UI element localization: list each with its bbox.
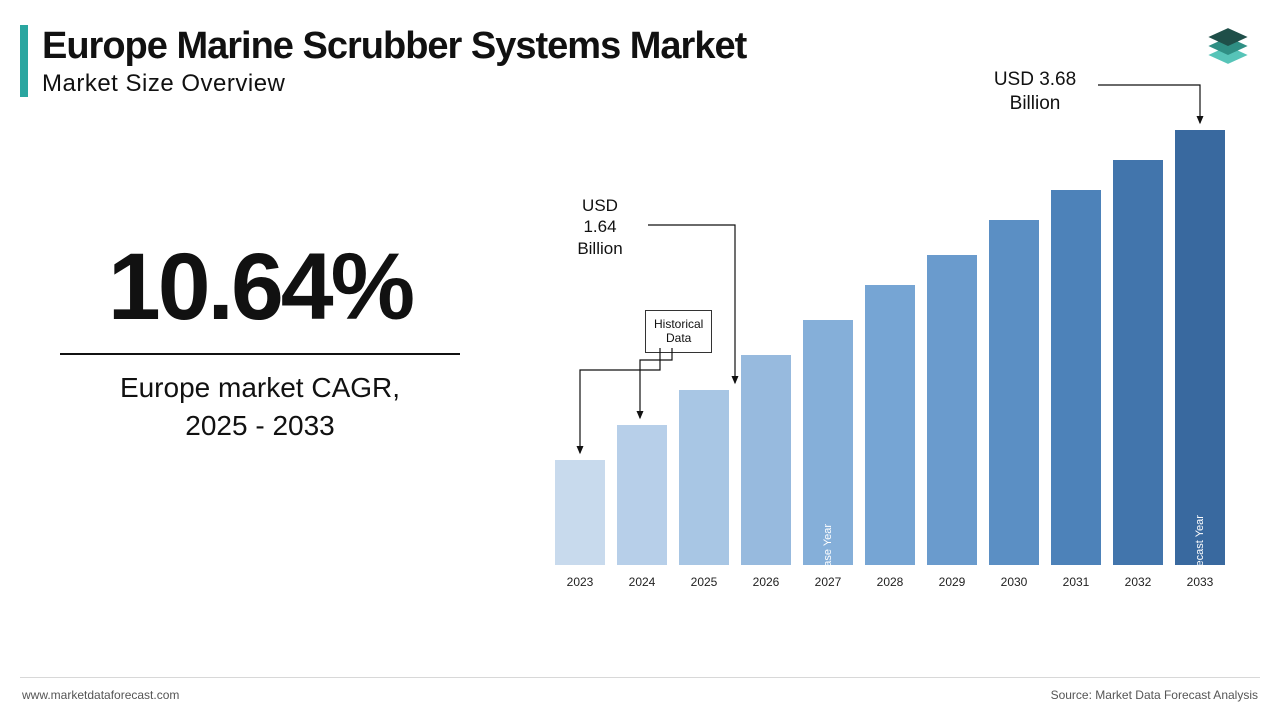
callout-start: USD 1.64 Billion: [555, 195, 645, 259]
callout-end-l2: Billion: [975, 92, 1095, 116]
bar-wrap: [617, 425, 667, 565]
x-label: 2025: [679, 575, 729, 589]
bar: [741, 355, 791, 565]
x-label: 2024: [617, 575, 667, 589]
divider: [60, 353, 460, 355]
footer-divider: [20, 677, 1260, 678]
bar-inner-label-forecast-year: Forecast Year: [1194, 515, 1206, 583]
bar: [1113, 160, 1163, 565]
cagr-caption-line1: Europe market CAGR,: [30, 369, 490, 407]
callout-end-l1: USD 3.68: [975, 68, 1095, 92]
bar-chart: Base YearForecast Year 20232024202520262…: [555, 115, 1245, 605]
brand-logo-icon: [1200, 18, 1256, 74]
title-block: Europe Marine Scrubber Systems Market Ma…: [20, 25, 746, 98]
bar-inner-label-base-year: Base Year: [822, 524, 834, 574]
bar-wrap: [1113, 160, 1163, 565]
x-label: 2033: [1175, 575, 1225, 589]
cagr-panel: 10.64% Europe market CAGR, 2025 - 2033: [30, 240, 490, 445]
bar-wrap: [927, 255, 977, 565]
footer-left: www.marketdataforecast.com: [22, 688, 179, 702]
bar: [555, 460, 605, 565]
accent-bar: [20, 25, 28, 97]
footer-right: Source: Market Data Forecast Analysis: [1051, 688, 1258, 702]
bar: [989, 220, 1039, 565]
x-label: 2032: [1113, 575, 1163, 589]
page-root: Europe Marine Scrubber Systems Market Ma…: [0, 0, 1280, 720]
bar: [617, 425, 667, 565]
bar-wrap: [865, 285, 915, 565]
bar: Base Year: [803, 320, 853, 565]
cagr-value: 10.64%: [30, 240, 490, 335]
cagr-caption-line2: 2025 - 2033: [30, 407, 490, 445]
bar: [679, 390, 729, 565]
bar-wrap: [989, 220, 1039, 565]
bar-wrap: Base Year: [803, 320, 853, 565]
historical-l2: Data: [654, 331, 703, 345]
x-axis-labels: 2023 2024 2025 2026 2027 2028 2029 2030 2031 2032…: [555, 575, 1245, 589]
page-subtitle: Market Size Overview: [42, 70, 746, 98]
callout-start-l1: USD: [555, 195, 645, 216]
bar-wrap: [741, 355, 791, 565]
x-label: 2031: [1051, 575, 1101, 589]
historical-data-box: Historical Data: [645, 310, 712, 353]
x-label: 2028: [865, 575, 915, 589]
bar: Forecast Year: [1175, 130, 1225, 565]
titles: Europe Marine Scrubber Systems Market Ma…: [42, 25, 746, 98]
callout-end: USD 3.68 Billion: [975, 68, 1095, 116]
bar-wrap: Forecast Year: [1175, 130, 1225, 565]
bar: [1051, 190, 1101, 565]
x-label: 2027: [803, 575, 853, 589]
bar: [865, 285, 915, 565]
bar-wrap: [1051, 190, 1101, 565]
x-label: 2030: [989, 575, 1039, 589]
historical-l1: Historical: [654, 317, 703, 331]
callout-start-l2: 1.64: [555, 216, 645, 237]
bar: [927, 255, 977, 565]
callout-start-l3: Billion: [555, 238, 645, 259]
page-title: Europe Marine Scrubber Systems Market: [42, 25, 746, 68]
x-label: 2023: [555, 575, 605, 589]
x-label: 2026: [741, 575, 791, 589]
bar-wrap: [679, 390, 729, 565]
bar-wrap: [555, 460, 605, 565]
x-label: 2029: [927, 575, 977, 589]
